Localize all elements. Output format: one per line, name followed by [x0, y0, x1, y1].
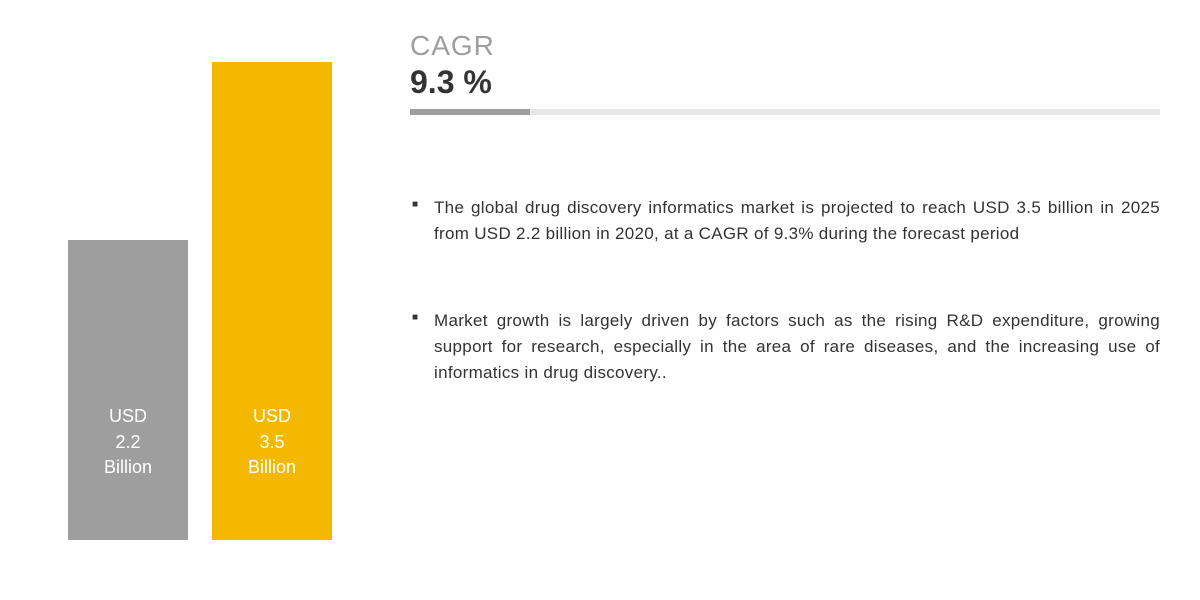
bar-2020: USD 2.2 Billion [68, 240, 188, 540]
bar-2025: USD 3.5 Billion [212, 62, 332, 540]
bullet-item: The global drug discovery informatics ma… [410, 195, 1160, 248]
bar-2020-label: USD 2.2 Billion [104, 404, 152, 480]
bullet-list: The global drug discovery informatics ma… [410, 195, 1160, 387]
bar-chart: USD 2.2 Billion USD 3.5 Billion [40, 20, 360, 580]
cagr-label: CAGR [410, 30, 1160, 62]
cagr-value: 9.3 % [410, 64, 1160, 101]
bullet-item: Market growth is largely driven by facto… [410, 308, 1160, 387]
divider-accent [410, 109, 530, 115]
content-panel: CAGR 9.3 % The global drug discovery inf… [360, 20, 1160, 447]
divider [410, 109, 1160, 115]
bar-2025-label: USD 3.5 Billion [248, 404, 296, 480]
